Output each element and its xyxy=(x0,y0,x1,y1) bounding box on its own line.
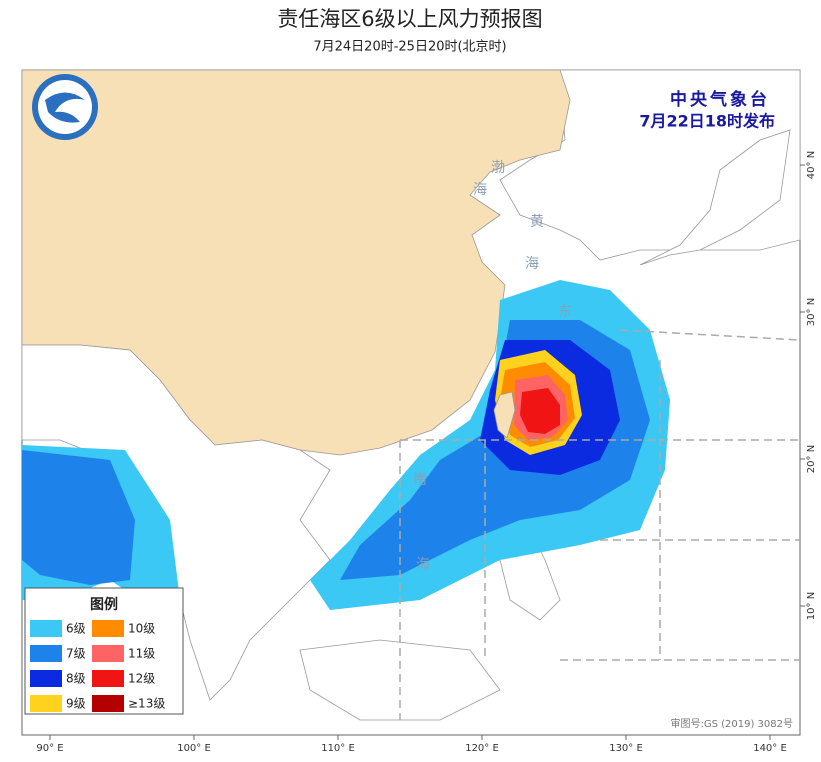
lon-label: 110° E xyxy=(321,743,355,754)
sea-label: 东 xyxy=(558,304,572,320)
sea-label: 黄 xyxy=(530,213,544,230)
title: 责任海区6级以上风力预报图 xyxy=(277,7,542,31)
legend-label: 7级 xyxy=(66,647,86,661)
legend-label: 8级 xyxy=(66,672,86,686)
legend-label: ≥13级 xyxy=(128,697,165,711)
logo-inner xyxy=(38,80,92,134)
axes: 90° E 100° E 110° E 120° E 130° E 140° E 40° N… xyxy=(36,151,817,754)
legend-label: 10级 xyxy=(128,622,155,636)
land-taiwan xyxy=(493,391,516,439)
legend-label: 11级 xyxy=(128,647,155,661)
legend-swatch xyxy=(30,620,62,637)
lat-label: 30° N xyxy=(806,298,817,326)
subtitle: 7月24日20时-25日20时(北京时) xyxy=(313,40,506,55)
legend-swatch xyxy=(30,670,62,687)
sea-label: 渤 xyxy=(491,160,505,176)
legend-swatch xyxy=(92,695,124,712)
responsibility-lines xyxy=(399,329,801,720)
issuer-time: 7月22日18时发布 xyxy=(639,112,775,131)
approval: 审图号:GS (2019) 3082号 xyxy=(670,717,793,730)
sea-label: 海 xyxy=(416,557,430,573)
land-japan xyxy=(639,129,791,266)
wind-12 xyxy=(520,388,560,434)
lon-label: 130° E xyxy=(609,743,643,754)
lon-label: 140° E xyxy=(753,743,787,754)
sea-label: 南 xyxy=(413,472,427,488)
lon-label: 90° E xyxy=(36,743,63,754)
map: 渤 海 黄 海 东 南 海 中央气象台 7月22日18时发布 审图号:GS (2… xyxy=(21,69,801,736)
legend-swatch xyxy=(30,695,62,712)
legend-title: 图例 xyxy=(90,596,118,613)
logo-mark xyxy=(45,92,85,123)
sea-label: 海 xyxy=(473,182,487,198)
lat-label: 10° N xyxy=(806,592,817,620)
legend: 图例 6级 7级 8级 9级 10级 11级 12级 ≥13级 xyxy=(24,587,184,715)
lat-label: 20° N xyxy=(806,445,817,473)
legend-swatch xyxy=(92,670,124,687)
legend-label: 6级 xyxy=(66,622,86,636)
lat-label: 40° N xyxy=(806,151,817,179)
lon-label: 120° E xyxy=(465,743,499,754)
wind-7-bengal xyxy=(22,450,135,585)
legend-swatch xyxy=(30,645,62,662)
lon-label: 100° E xyxy=(177,743,211,754)
legend-label: 12级 xyxy=(128,672,155,686)
legend-swatch xyxy=(92,645,124,662)
issuer-agency: 中央气象台 xyxy=(670,89,770,110)
sea-label: 海 xyxy=(525,256,539,272)
legend-swatch xyxy=(92,620,124,637)
legend-label: 9级 xyxy=(66,697,86,711)
